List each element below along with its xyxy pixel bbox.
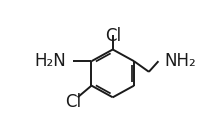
Text: Cl: Cl [65, 93, 81, 111]
Text: Cl: Cl [105, 27, 121, 45]
Text: H₂N: H₂N [34, 52, 66, 70]
Text: NH₂: NH₂ [165, 52, 196, 70]
